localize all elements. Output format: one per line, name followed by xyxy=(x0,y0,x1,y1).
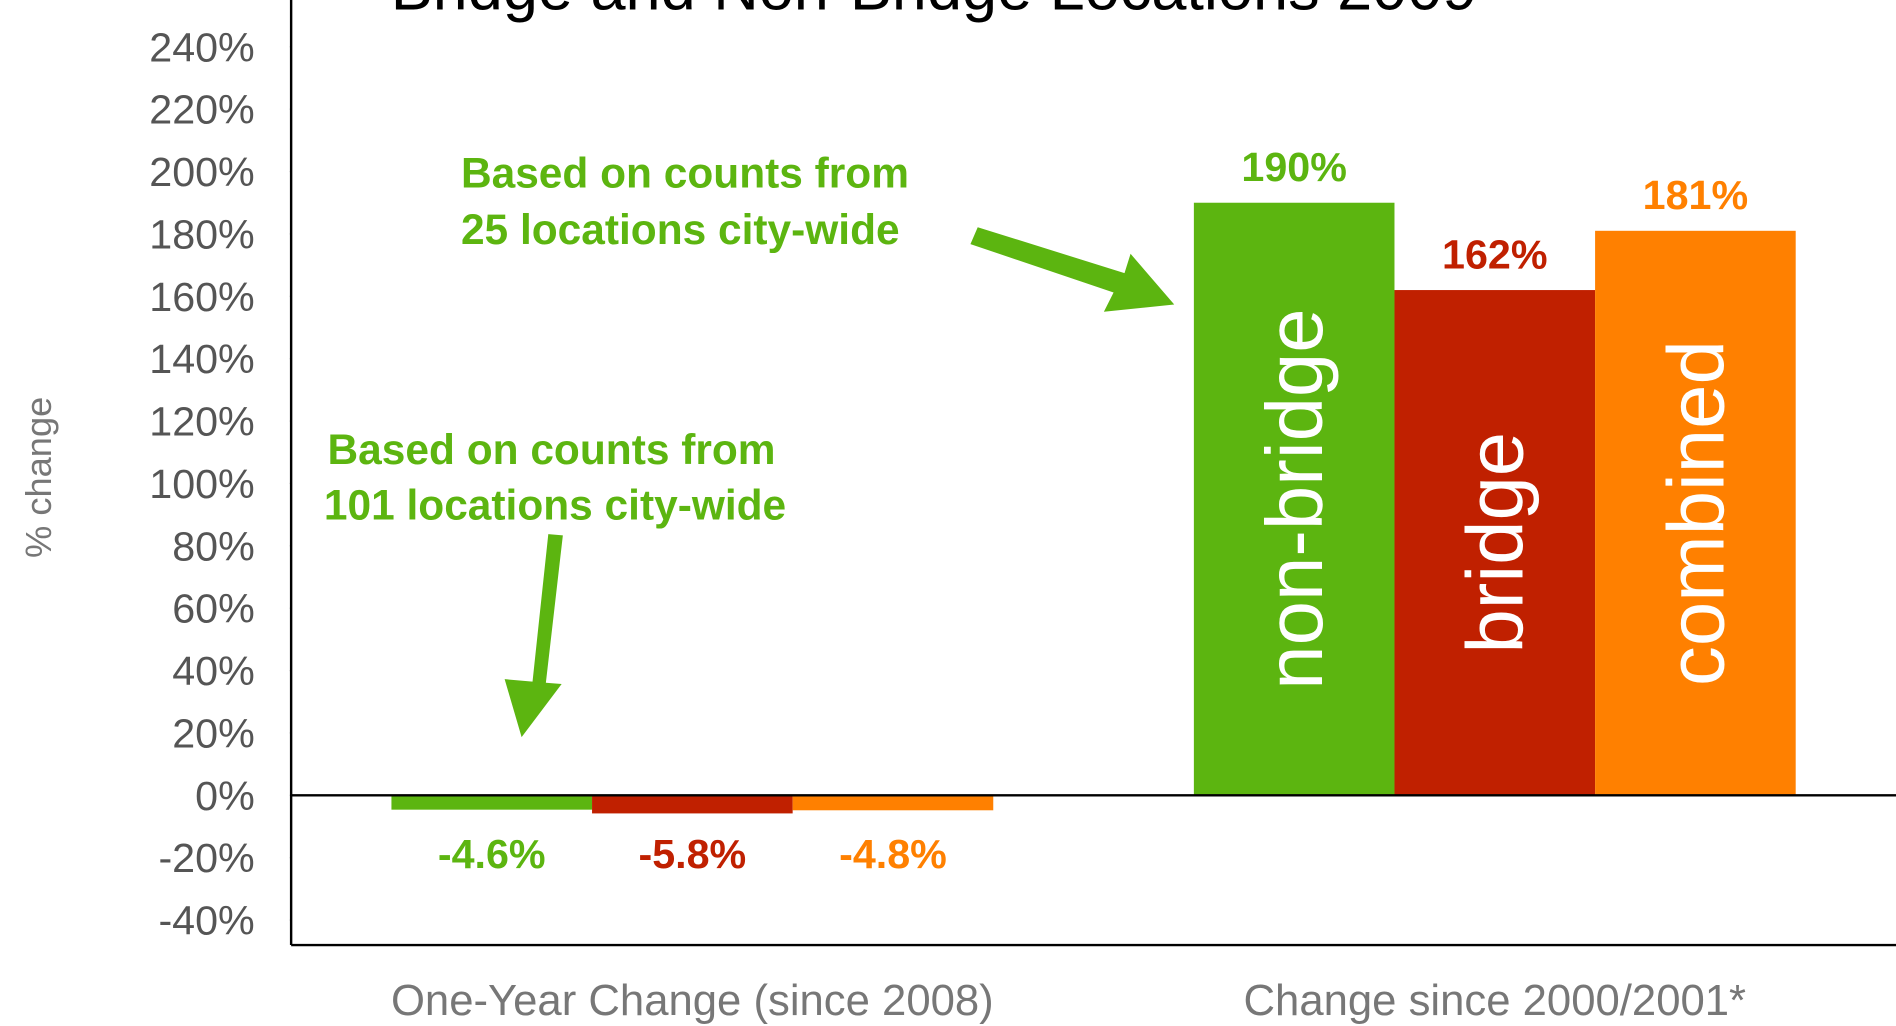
y-tick-label: 160% xyxy=(149,274,254,320)
bar xyxy=(1193,202,1395,796)
bar xyxy=(1595,230,1796,796)
bar xyxy=(391,795,593,810)
y-axis-label: % change xyxy=(18,397,59,558)
series-name: non-bridge xyxy=(1250,308,1339,689)
series-name: combined xyxy=(1651,340,1740,686)
annotation-arrow xyxy=(504,534,563,738)
data-label: 181% xyxy=(1643,172,1748,218)
y-tick-label: 20% xyxy=(172,711,255,757)
y-tick-label: 220% xyxy=(149,87,254,133)
annotation: 25 locations city-wide xyxy=(461,206,900,253)
x-tick-label: One-Year Change (since 2008) xyxy=(391,977,994,1025)
y-tick-label: 180% xyxy=(149,211,254,257)
y-tick-label: 80% xyxy=(172,523,255,569)
y-tick-label: 0% xyxy=(195,773,255,819)
y-tick-label: 240% xyxy=(149,24,254,70)
bar xyxy=(1394,290,1596,796)
data-label: -4.6% xyxy=(438,831,546,877)
data-label: -4.8% xyxy=(839,831,947,877)
y-tick-label: 200% xyxy=(149,149,254,195)
data-label: 190% xyxy=(1241,144,1346,190)
annotation-arrow xyxy=(970,227,1175,312)
y-tick-label: -20% xyxy=(158,835,254,881)
y-tick-label: 120% xyxy=(149,399,254,445)
y-tick-label: -40% xyxy=(158,898,254,944)
annotation: Based on counts from xyxy=(461,149,909,196)
y-tick-label: 40% xyxy=(172,648,255,694)
annotation: Based on counts from xyxy=(328,426,776,473)
x-tick-label: Change since 2000/2001* xyxy=(1244,977,1747,1025)
data-label: -5.8% xyxy=(638,831,746,877)
y-tick-label: 100% xyxy=(149,461,254,507)
data-label: 162% xyxy=(1442,231,1547,277)
chart-title: Bridge and Non-Bridge Locations 2009 xyxy=(391,0,1478,24)
y-tick-label: 60% xyxy=(172,586,255,632)
y-tick-label: 140% xyxy=(149,336,254,382)
bar xyxy=(592,795,793,814)
bar xyxy=(792,795,994,811)
annotation: 101 locations city-wide xyxy=(324,482,786,529)
series-name: bridge xyxy=(1451,432,1540,654)
